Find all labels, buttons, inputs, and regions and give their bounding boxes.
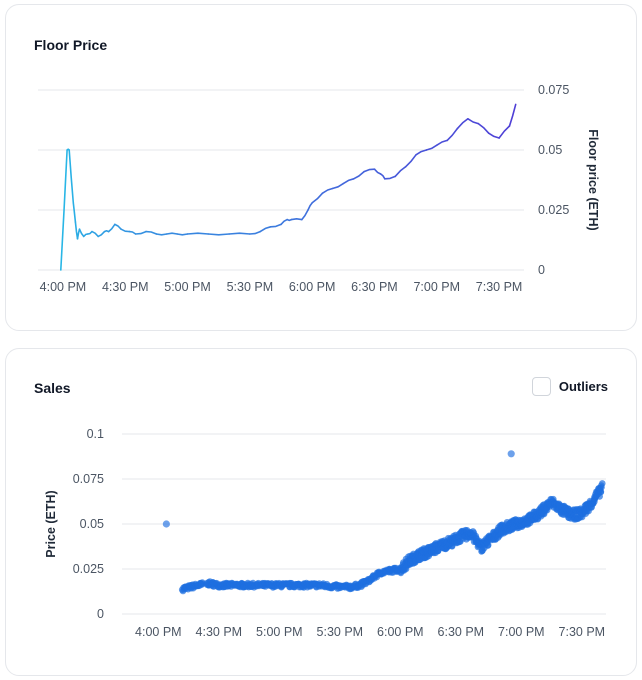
sales-ytick-0-1: 0.1 (87, 427, 104, 441)
floor-line-segment-3 (72, 202, 77, 223)
floor-line-segment-15 (128, 230, 137, 235)
sales-outlier-point-0 (162, 520, 170, 528)
sales-title: Sales (34, 380, 71, 396)
sales-xtick-5-30-pm: 5:30 PM (317, 625, 364, 639)
floor-line-segment-18 (155, 233, 168, 236)
floor-line-segment-8 (87, 230, 93, 235)
floor-line-segment-46 (446, 127, 459, 142)
floor-line-segment-6 (78, 228, 85, 238)
floor-line-segment-0 (60, 149, 68, 271)
floor-line-segment-52 (508, 103, 517, 127)
floor-line-segment-14 (120, 228, 131, 233)
sales-ytick-0-025: 0.025 (73, 562, 104, 576)
sales-xtick-6-30-pm: 6:30 PM (438, 625, 485, 639)
floor-line-segment-20 (176, 233, 189, 236)
floor-line-segment-30 (301, 209, 309, 221)
floor-line-segment-21 (186, 232, 210, 235)
floor-line-segment-43 (415, 149, 428, 156)
floor-line-segment-40 (384, 175, 396, 180)
floor-line-segment-51 (498, 125, 511, 139)
floor-ytick-0: 0 (538, 263, 545, 277)
floor-xtick-5-00-pm: 5:00 PM (164, 280, 211, 294)
floor-line-segment-31 (307, 202, 313, 211)
floor-line-segment-37 (363, 168, 376, 173)
floor-line-segment-39 (379, 173, 386, 180)
floor-line-segment-4 (74, 221, 79, 240)
floor-ylabel: Floor price (ETH) (586, 129, 600, 230)
sales-ylabel: Price (ETH) (44, 490, 58, 557)
sales-outlier-point-1 (507, 450, 515, 458)
floor-line-segment-23 (228, 232, 251, 235)
floor-line-segment-48 (467, 118, 480, 125)
sales-xtick-7-30-pm: 7:30 PM (559, 625, 606, 639)
outliers-label: Outliers (558, 379, 608, 394)
floor-line-segment-44 (425, 144, 438, 151)
floor-line-segment-13 (114, 223, 122, 230)
sales-ytick-0: 0 (97, 607, 104, 621)
sales-point-933 (599, 480, 606, 487)
floor-line-segment-2 (68, 149, 75, 204)
sales-ytick-0-075: 0.075 (73, 472, 104, 486)
floor-line-segment-16 (134, 230, 147, 235)
floor-xtick-6-00-pm: 6:00 PM (289, 280, 336, 294)
floor-line-segment-12 (107, 223, 116, 233)
floor-ytick-0-075: 0.075 (538, 83, 569, 97)
sales-ytick-0-05: 0.05 (80, 517, 104, 531)
floor-line-segment-42 (404, 154, 417, 168)
floor-line-segment-38 (373, 168, 382, 175)
floor-line-segment-26 (269, 223, 282, 228)
floor-gridlines (38, 89, 524, 271)
floor-xtick-7-30-pm: 7:30 PM (476, 280, 523, 294)
floor-line-segment-49 (477, 122, 490, 134)
floor-price-card: Floor Price (5, 4, 637, 331)
floor-ytick-0-05: 0.05 (538, 143, 562, 157)
sales-xtick-6-00-pm: 6:00 PM (377, 625, 424, 639)
floor-line-segment-25 (259, 226, 272, 233)
sales-xtick-4-30-pm: 4:30 PM (196, 625, 243, 639)
floor-xtick-4-30-pm: 4:30 PM (102, 280, 149, 294)
floor-price-line (60, 103, 517, 271)
floor-ytick-0-025: 0.025 (538, 203, 569, 217)
sales-points (178, 480, 606, 595)
floor-line-segment-33 (321, 187, 334, 194)
floor-line-segment-36 (352, 170, 365, 180)
floor-line-segment-24 (249, 230, 261, 235)
floor-line-segment-27 (280, 218, 288, 226)
sales-xtick-4-00-pm: 4:00 PM (135, 625, 182, 639)
floor-line-segment-47 (456, 118, 469, 130)
floor-line-segment-17 (145, 230, 158, 235)
floor-line-segment-41 (394, 166, 407, 178)
outliers-toggle[interactable]: Outliers (531, 377, 608, 396)
outliers-checkbox[interactable] (531, 377, 551, 396)
floor-price-title: Floor Price (34, 37, 108, 53)
floor-xtick-7-00-pm: 7:00 PM (413, 280, 460, 294)
floor-line-segment-32 (311, 192, 324, 204)
floor-xtick-5-30-pm: 5:30 PM (227, 280, 274, 294)
floor-line-segment-22 (207, 233, 230, 236)
floor-xtick-4-00-pm: 4:00 PM (40, 280, 87, 294)
floor-line-segment-45 (436, 139, 448, 146)
floor-line-segment-35 (342, 178, 355, 185)
floor-line-segment-19 (166, 232, 178, 235)
floor-line-segment-29 (290, 218, 303, 221)
floor-line-segment-34 (332, 182, 345, 190)
floor-line-segment-5 (76, 228, 81, 240)
sales-xtick-5-00-pm: 5:00 PM (256, 625, 303, 639)
floor-line-segment-9 (91, 230, 99, 238)
floor-line-segment-50 (487, 132, 500, 139)
floor-line-segment-10 (97, 230, 106, 238)
sales-xtick-7-00-pm: 7:00 PM (498, 625, 545, 639)
floor-xtick-6-30-pm: 6:30 PM (351, 280, 398, 294)
